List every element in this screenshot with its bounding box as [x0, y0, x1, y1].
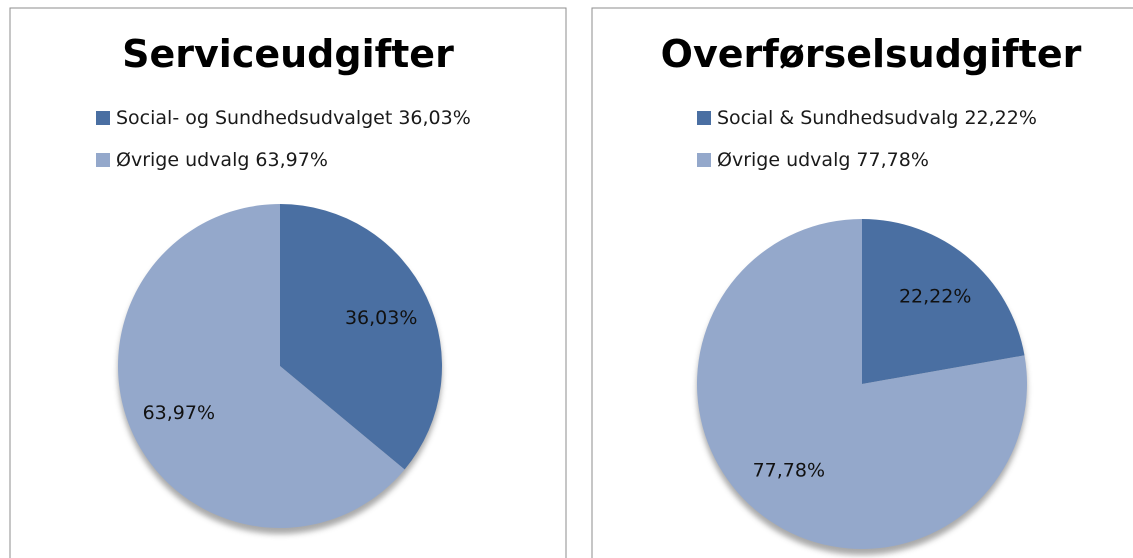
pie-slice — [280, 204, 442, 470]
pie-slice — [118, 204, 405, 528]
legend-swatch — [96, 153, 110, 167]
chart-title: Serviceudgifter — [122, 32, 454, 76]
chart-title: Overførselsudgifter — [661, 32, 1082, 76]
data-label: 63,97% — [143, 402, 215, 424]
legend-entry: Øvrige udvalg 63,97% — [116, 149, 328, 171]
legend-value: 22,22% — [964, 107, 1036, 129]
legend-entry: Social- og Sundhedsudvalget 36,03% — [116, 107, 471, 129]
legend-swatch — [697, 153, 711, 167]
legend-name: Social- og Sundhedsudvalget — [116, 107, 392, 129]
legend-swatch — [697, 111, 711, 125]
data-label: 36,03% — [345, 307, 417, 329]
pie-slice — [696, 219, 1027, 549]
pie-slice — [862, 219, 1025, 384]
legend-value: 77,78% — [856, 149, 928, 171]
legend-entry: Social & Sundhedsudvalg 22,22% — [717, 107, 1037, 129]
legend-name: Social & Sundhedsudvalg — [717, 107, 958, 129]
legend-entry: Øvrige udvalg 77,78% — [717, 149, 929, 171]
data-label: 22,22% — [899, 285, 971, 307]
data-label: 77,78% — [753, 460, 825, 482]
legend-value: 63,97% — [255, 149, 327, 171]
legend-name: Øvrige udvalg — [717, 149, 850, 171]
legend-value: 36,03% — [398, 107, 470, 129]
legend-swatch — [96, 111, 110, 125]
legend-name: Øvrige udvalg — [116, 149, 249, 171]
